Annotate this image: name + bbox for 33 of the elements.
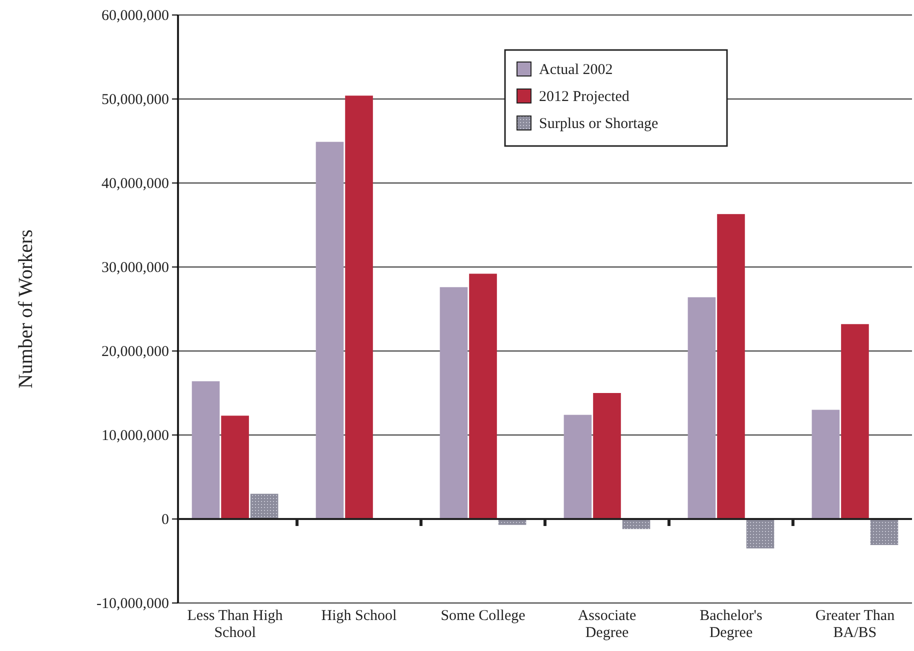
bar (250, 494, 278, 519)
y-tick-label: 30,000,000 (102, 260, 169, 276)
bar (564, 414, 592, 519)
bar (688, 297, 716, 519)
bar (746, 519, 774, 548)
y-tick-label: 0 (162, 512, 169, 528)
bar (440, 287, 468, 519)
bar (717, 214, 745, 519)
bar (469, 274, 497, 519)
x-tick-label: High School (321, 608, 397, 624)
y-tick-label: 60,000,000 (102, 8, 169, 24)
bar (870, 519, 898, 546)
bar (221, 416, 249, 519)
bar (192, 381, 220, 519)
y-tick-label: 40,000,000 (102, 176, 169, 192)
y-tick-label: 20,000,000 (102, 344, 169, 360)
bar (316, 142, 344, 519)
y-tick-label: -10,000,000 (96, 596, 169, 612)
legend-label: 2012 Projected (539, 89, 630, 105)
y-axis-title: Number of Workers (15, 229, 37, 389)
bar (841, 324, 869, 519)
legend-label: Surplus or Shortage (539, 116, 658, 132)
y-tick-label: 50,000,000 (102, 92, 169, 108)
bar (812, 410, 840, 519)
y-tick-label: 10,000,000 (102, 428, 169, 444)
x-tick-label: Some College (440, 608, 526, 624)
x-tick-label: Less Than High School (187, 608, 284, 641)
x-tick-label: Bachelor's Degree (700, 608, 762, 641)
bar (345, 96, 373, 519)
x-tick-label: Associate Degree (578, 608, 636, 641)
x-tick-label: Greater Than BA/BS (815, 608, 896, 641)
legend-label: Actual 2002 (539, 62, 613, 78)
bar (593, 393, 621, 519)
